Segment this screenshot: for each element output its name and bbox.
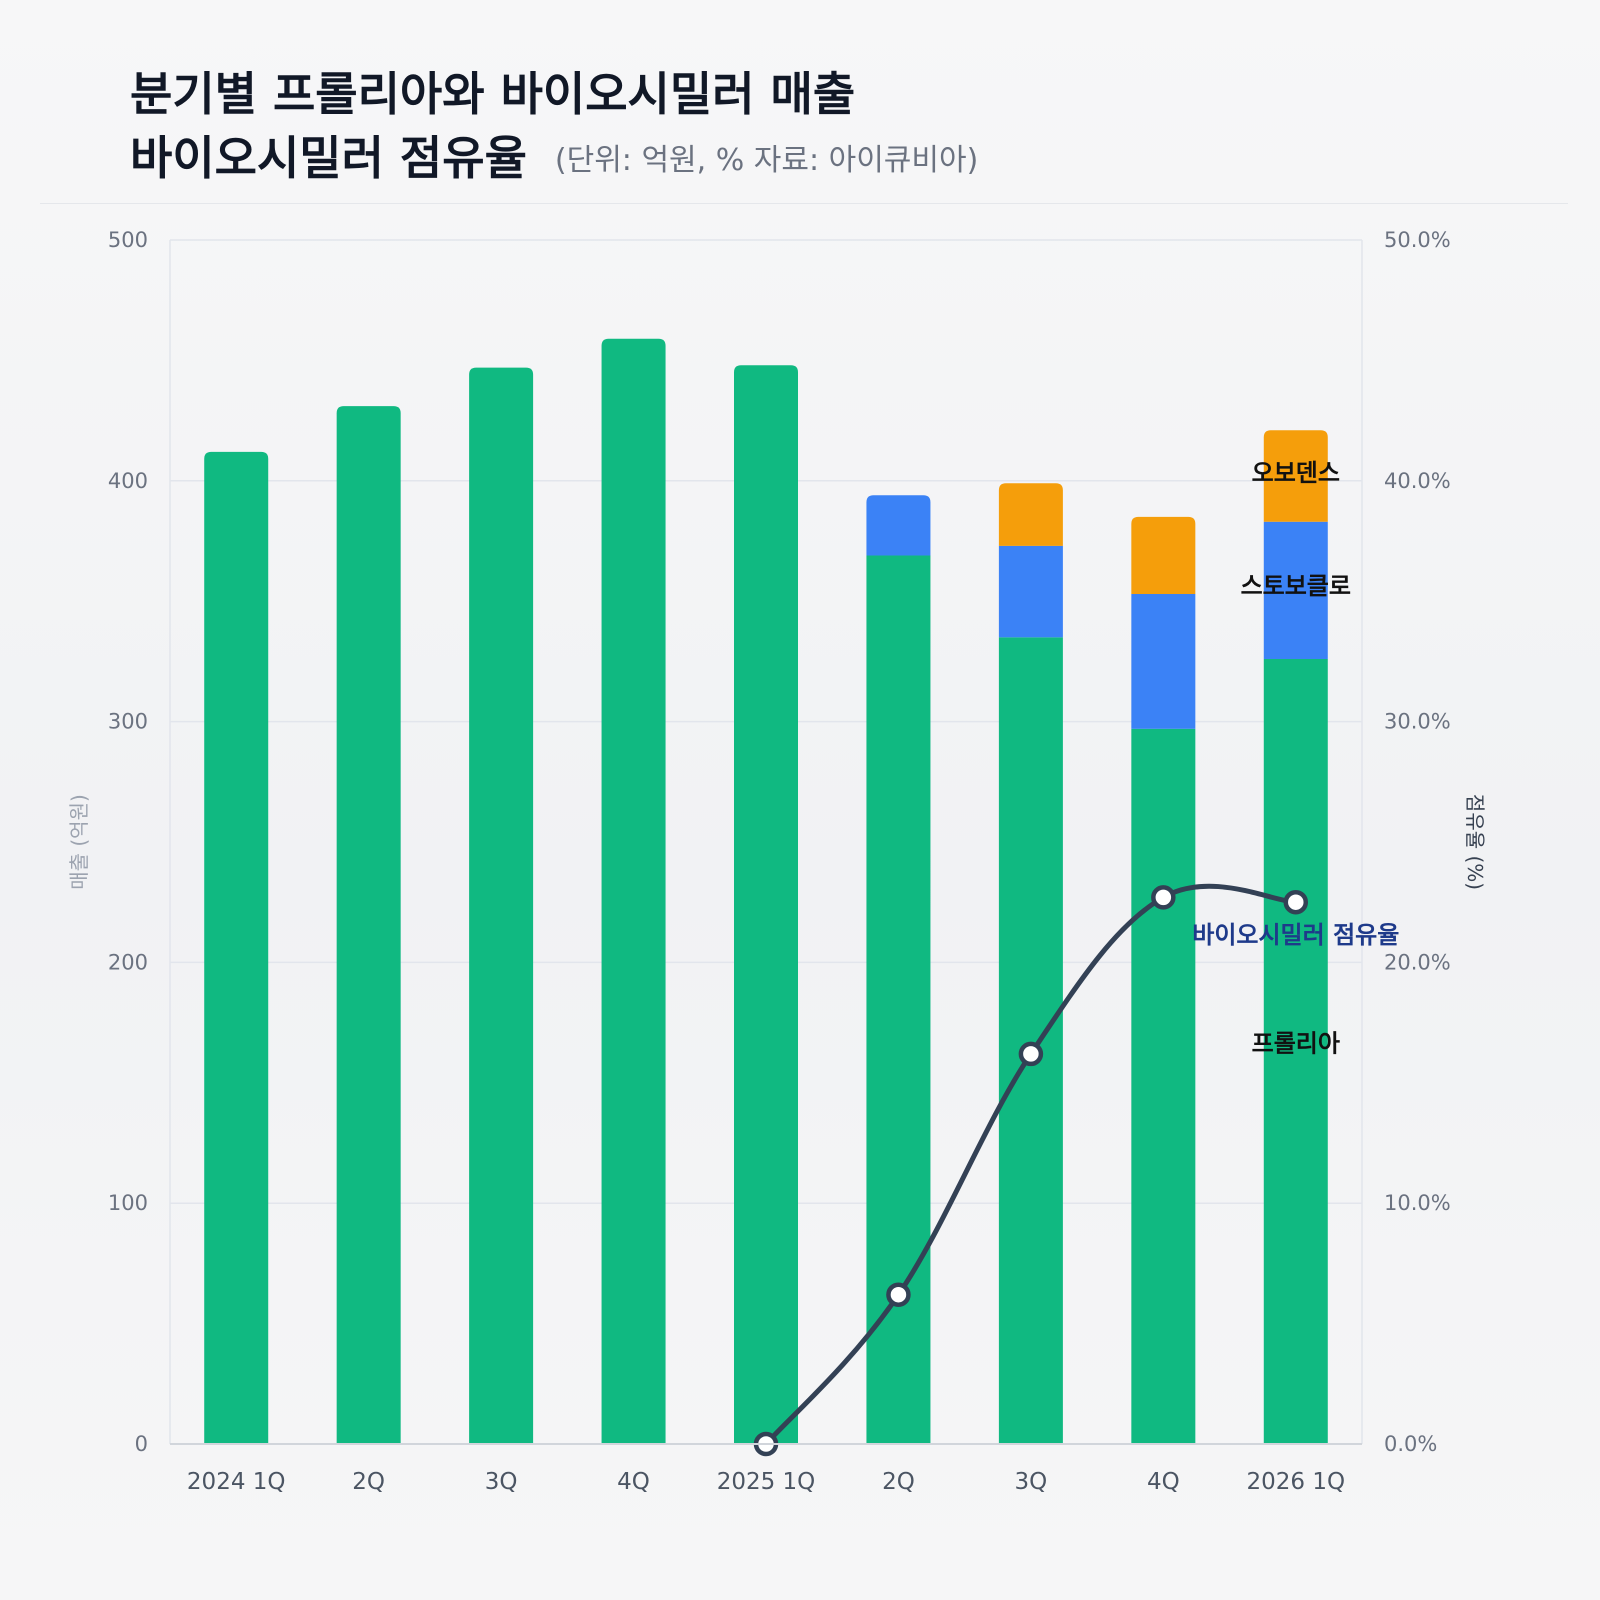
unit-source-note: (단위: 억원, % 자료: 아이큐비아) <box>554 143 979 178</box>
bar-segment <box>1131 593 1196 729</box>
y-right-axis-title: 점유율 (%) <box>1463 794 1487 890</box>
x-tick-label: 3Q <box>485 1469 518 1495</box>
y-left-tick-label: 100 <box>108 1191 148 1215</box>
bar-segment <box>734 365 798 1444</box>
bar-segment <box>998 483 1063 546</box>
x-tick-label: 2Q <box>352 1469 385 1495</box>
bars <box>204 338 1328 1445</box>
x-tick-label: 2024 1Q <box>187 1469 286 1495</box>
bar-segment <box>998 637 1063 1444</box>
y-right-tick-label: 30.0% <box>1384 710 1451 734</box>
bar-series-label: 오보덴스 <box>1252 459 1340 487</box>
bar-segment <box>1131 728 1196 1444</box>
bar-segment <box>1131 516 1196 594</box>
bar-segment <box>1263 658 1328 1444</box>
bar-segment <box>866 495 931 556</box>
bar-segment <box>469 367 534 1444</box>
bar-segment <box>601 338 666 1444</box>
y-left-tick-label: 200 <box>108 950 148 974</box>
title-divider <box>40 203 1568 204</box>
bar-segment <box>866 555 931 1444</box>
x-tick-label: 2025 1Q <box>717 1469 816 1495</box>
y-left-tick-label: 300 <box>108 710 148 734</box>
x-tick-label: 2Q <box>882 1469 915 1495</box>
chart-title-line2: 바이오시밀러 점유율 (단위: 억원, % 자료: 아이큐비아) <box>130 126 978 193</box>
chart-title: 분기별 프롤리아와 바이오시밀러 매출 <box>130 67 856 121</box>
x-tick-label: 4Q <box>1147 1469 1180 1495</box>
y-right-tick-label: 20.0% <box>1384 950 1451 974</box>
bar-series-label: 프롤리아 <box>1252 1029 1340 1057</box>
share-point <box>886 1282 911 1307</box>
x-tick-label: 4Q <box>617 1469 650 1495</box>
x-tick-label: 3Q <box>1015 1469 1048 1495</box>
y-right-tick-label: 40.0% <box>1384 469 1451 493</box>
bar-segment <box>998 545 1063 638</box>
axes: 0 100 200 300 400 500 0.0% 10.0% 20.0% 30.0% 40.0%… <box>67 228 1487 1495</box>
y-left-axis-title: 매출 (억원) <box>67 794 91 890</box>
bar-segment <box>1263 521 1328 659</box>
y-right-tick-label: 0.0% <box>1384 1432 1437 1456</box>
line-series-label: 바이오시밀러 점유율 <box>1192 921 1399 949</box>
y-left-tick-label: 500 <box>108 228 148 252</box>
share-line <box>753 883 1309 1457</box>
y-right-tick-label: 10.0% <box>1384 1191 1451 1215</box>
y-right-tick-label: 50.0% <box>1384 228 1451 252</box>
share-point <box>1151 885 1176 910</box>
y-left-tick-label: 0 <box>135 1432 148 1456</box>
bar-series-label: 스토보클로 <box>1241 572 1351 600</box>
bar-segment <box>1263 430 1328 522</box>
share-point <box>1018 1041 1044 1067</box>
chart-title-second: 바이오시밀러 점유율 <box>130 131 527 185</box>
x-tick-label: 2026 1Q <box>1246 1469 1345 1495</box>
share-line-path <box>764 883 1296 1446</box>
y-left-tick-label: 400 <box>108 469 148 493</box>
title-block: 분기별 프롤리아와 바이오시밀러 매출 바이오시밀러 점유율 (단위: 억원, %… <box>130 62 978 193</box>
bar-segment <box>336 406 401 1445</box>
bar-segment <box>204 451 269 1444</box>
share-point <box>1283 889 1309 915</box>
